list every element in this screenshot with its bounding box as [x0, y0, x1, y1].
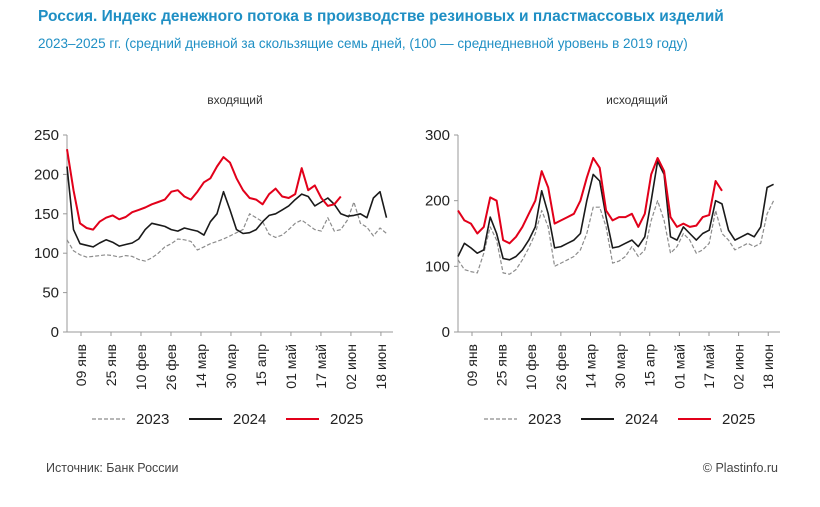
page-title: Россия. Индекс денежного потока в произв…: [38, 8, 724, 25]
legend: 2023 2024 2025: [484, 411, 755, 428]
x-tick-label: 10 фев: [523, 344, 539, 390]
x-tick-label: 15 апр: [253, 344, 269, 387]
brand-credit: © Plastinfo.ru: [702, 461, 778, 475]
y-tick-label: 200: [425, 193, 450, 210]
x-tick-label: 26 фев: [553, 344, 569, 390]
page-subtitle: 2023–2025 гг. (средний дневной за скольз…: [38, 36, 688, 51]
x-tick-label: 25 янв: [103, 344, 119, 386]
x-tick-label: 14 мар: [193, 344, 209, 389]
x-tick-label: 10 фев: [133, 344, 149, 390]
y-tick-label: 300: [425, 127, 450, 144]
x-tick-label: 02 июн: [731, 344, 747, 390]
x-tick-label: 18 июн: [373, 344, 389, 390]
legend-label-2025: 2025: [330, 411, 363, 428]
y-tick-label: 0: [51, 324, 59, 341]
x-tick-label: 18 июн: [760, 344, 776, 390]
x-tick-label: 30 мар: [612, 344, 628, 389]
x-tick-label: 02 июн: [343, 344, 359, 390]
legend-label-2023: 2023: [136, 411, 169, 428]
series-line-2024: [457, 160, 774, 261]
y-tick-label: 100: [34, 245, 59, 262]
panel-title: входящий: [207, 93, 262, 107]
chart-panel-1: входящий 0 50 100 150 200 250 09 янв 25 янв 10 фе…: [34, 93, 393, 428]
y-tick-label: 50: [42, 285, 59, 302]
legend-label-2025: 2025: [722, 411, 755, 428]
y-tick-label: 250: [34, 127, 59, 144]
panel-title: исходящий: [606, 93, 668, 107]
x-tick-label: 01 май: [671, 344, 687, 389]
y-tick-label: 150: [34, 206, 59, 223]
y-tick-label: 100: [425, 258, 450, 275]
legend-label-2023: 2023: [528, 411, 561, 428]
x-tick-label: 09 янв: [73, 344, 89, 386]
x-tick-label: 15 апр: [642, 344, 658, 387]
legend-label-2024: 2024: [625, 411, 658, 428]
series-line-2023: [457, 200, 775, 275]
y-tick-label: 0: [442, 324, 450, 341]
x-tick-label: 17 май: [313, 344, 329, 389]
x-tick-label: 14 мар: [582, 344, 598, 389]
x-tick-label: 30 мар: [223, 344, 239, 389]
x-tick-label: 17 май: [701, 344, 717, 389]
legend: 2023 2024 2025: [92, 411, 363, 428]
series-line-2025: [457, 157, 723, 245]
series-line-2023: [66, 201, 387, 262]
source-note: Источник: Банк России: [46, 461, 179, 475]
chart-panel-2: исходящий 0 100 200 300 09 янв 25 янв 10 фев 26 …: [425, 93, 780, 428]
series-line-2024: [66, 166, 388, 248]
legend-label-2024: 2024: [233, 411, 266, 428]
x-tick-label: 25 янв: [494, 344, 510, 386]
y-tick-label: 200: [34, 166, 59, 183]
x-tick-label: 26 фев: [163, 344, 179, 390]
x-tick-label: 01 май: [283, 344, 299, 389]
x-tick-label: 09 янв: [464, 344, 480, 386]
series-line-2025: [66, 149, 342, 231]
